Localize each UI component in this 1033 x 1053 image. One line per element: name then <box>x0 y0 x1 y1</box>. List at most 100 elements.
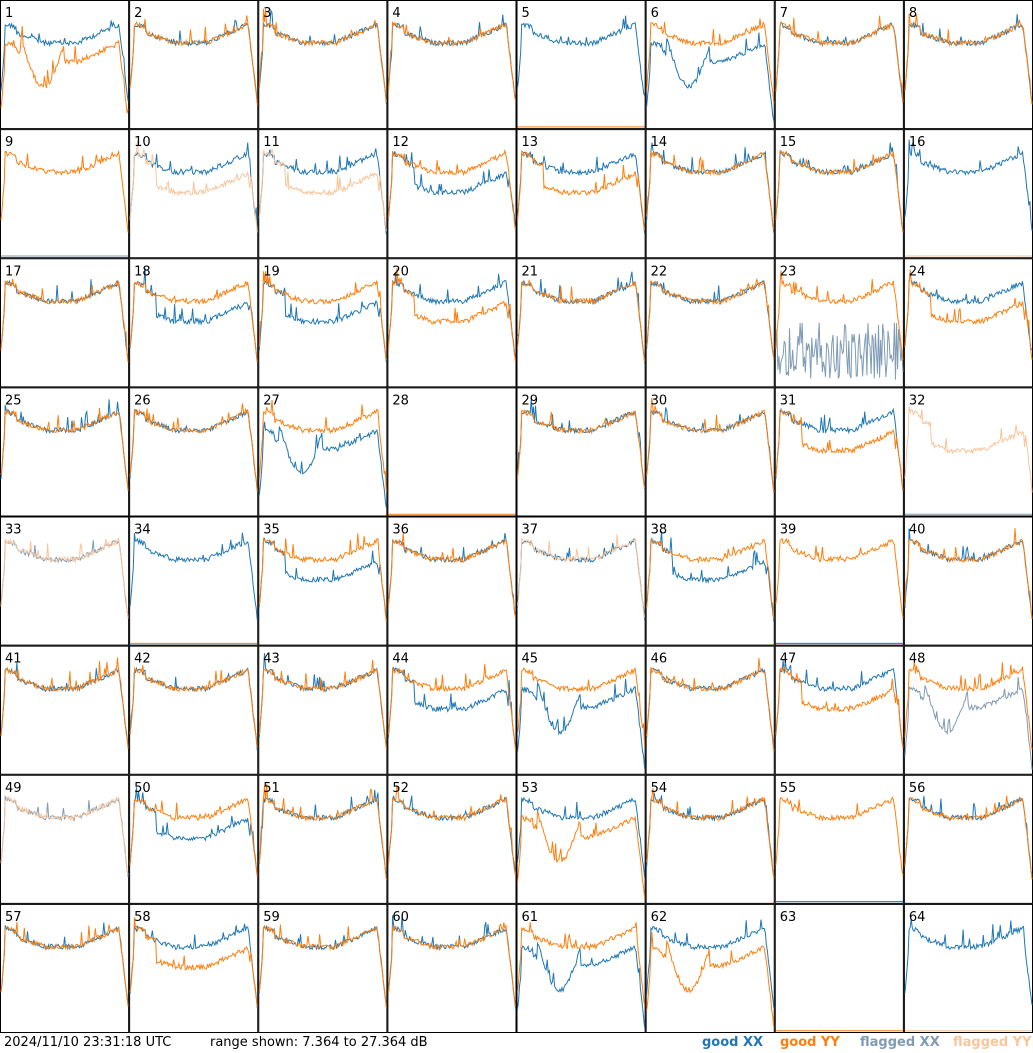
panel-border <box>129 387 259 517</box>
panel-label: 2 <box>134 6 142 21</box>
panel-border <box>387 903 517 1033</box>
panel-border <box>387 516 517 646</box>
panel-border <box>129 0 259 130</box>
panel-label: 47 <box>780 652 797 667</box>
series-xx-26 <box>129 409 258 491</box>
legend-flagged-xx: flagged XX <box>860 1035 940 1050</box>
panel-label: 8 <box>909 6 917 21</box>
panel-border <box>0 258 130 388</box>
panel-border <box>258 129 388 259</box>
series-yy-31 <box>775 409 904 491</box>
series-yy-8 <box>904 13 1033 105</box>
panel-label: 60 <box>392 910 409 925</box>
panel-label: 35 <box>263 523 280 538</box>
panel-label: 48 <box>909 652 926 667</box>
panel-26: 26 <box>129 387 259 517</box>
panel-43: 43 <box>258 645 388 775</box>
panel-label: 63 <box>780 910 797 925</box>
series-xx-40 <box>904 528 1033 618</box>
series-xx-34 <box>129 532 258 621</box>
panel-label: 25 <box>5 393 22 408</box>
panel-1: 1 <box>0 0 130 130</box>
panel-41: 41 <box>0 645 130 775</box>
panel-label: 52 <box>392 781 409 796</box>
panel-label: 5 <box>522 6 530 21</box>
panel-label: 20 <box>392 264 409 279</box>
panel-label: 27 <box>263 393 280 408</box>
panel-24: 24 <box>903 258 1033 388</box>
panel-50: 50 <box>129 774 259 904</box>
panel-38: 38 <box>645 516 775 646</box>
series-yy-22 <box>646 278 775 360</box>
panel-border <box>258 645 388 775</box>
panel-border <box>387 258 517 388</box>
panel-39: 39 <box>774 516 904 646</box>
panel-border <box>129 258 259 388</box>
panel-border <box>516 774 646 904</box>
panel-59: 59 <box>258 903 388 1033</box>
panel-31: 31 <box>774 387 904 517</box>
series-xx-48 <box>904 676 1033 770</box>
panel-label: 28 <box>392 393 409 408</box>
legend-flagged-yy: flagged YY <box>953 1035 1032 1050</box>
series-yy-61 <box>517 922 646 1007</box>
panel-label: 32 <box>909 393 926 408</box>
panel-border <box>645 516 775 646</box>
panel-label: 1 <box>5 6 13 21</box>
panel-border <box>774 774 904 904</box>
panel-label: 46 <box>651 652 668 667</box>
panel-border <box>774 258 904 388</box>
footer-bar: 2024/11/10 23:31:18 UTC range shown: 7.3… <box>0 1033 1033 1053</box>
panel-44: 44 <box>387 645 517 775</box>
series-yy-12 <box>387 148 516 230</box>
panel-border <box>387 774 517 904</box>
series-xx-54 <box>646 792 775 877</box>
panel-border <box>129 516 259 646</box>
panel-label: 3 <box>263 6 271 21</box>
series-xx-61 <box>517 941 646 1028</box>
panel-47: 47 <box>774 645 904 775</box>
panel-border <box>645 129 775 259</box>
panel-border <box>516 387 646 517</box>
panel-42: 42 <box>129 645 259 775</box>
panel-border <box>258 903 388 1033</box>
panel-label: 15 <box>780 135 797 150</box>
panel-14: 14 <box>645 129 775 259</box>
series-yy-47 <box>775 665 904 748</box>
panel-label: 24 <box>909 264 926 279</box>
series-yy-20 <box>387 268 516 363</box>
panel-56: 56 <box>903 774 1033 904</box>
panel-border <box>0 645 130 775</box>
panel-63: 63 <box>774 903 904 1033</box>
panel-border <box>0 129 130 259</box>
panel-label: 10 <box>134 135 151 150</box>
panel-border <box>387 387 517 517</box>
panel-29: 29 <box>516 387 646 517</box>
series-xx-43 <box>258 653 387 747</box>
panel-label: 9 <box>5 135 13 150</box>
legend-good-xx: good XX <box>702 1035 764 1050</box>
panel-label: 4 <box>392 6 400 21</box>
series-xx-20 <box>387 272 516 359</box>
panel-53: 53 <box>516 774 646 904</box>
panel-32: 32 <box>903 387 1033 517</box>
series-yy-55 <box>775 796 904 876</box>
panel-label: 21 <box>522 264 539 279</box>
series-xx-57 <box>0 922 129 1006</box>
panel-label: 30 <box>651 393 668 408</box>
panel-label: 26 <box>134 393 151 408</box>
panel-border <box>774 516 904 646</box>
series-xx-31 <box>775 407 904 492</box>
panel-37: 37 <box>516 516 646 646</box>
series-yy-26 <box>129 403 258 492</box>
panel-label: 23 <box>780 264 797 279</box>
panel-7: 7 <box>774 0 904 130</box>
series-yy-19 <box>258 271 387 361</box>
panel-border <box>516 903 646 1033</box>
series-yy-33 <box>0 537 129 619</box>
panel-18: 18 <box>129 258 259 388</box>
panel-label: 11 <box>263 135 280 150</box>
panel-border <box>774 903 904 1033</box>
panel-60: 60 <box>387 903 517 1033</box>
panel-34: 34 <box>129 516 259 646</box>
